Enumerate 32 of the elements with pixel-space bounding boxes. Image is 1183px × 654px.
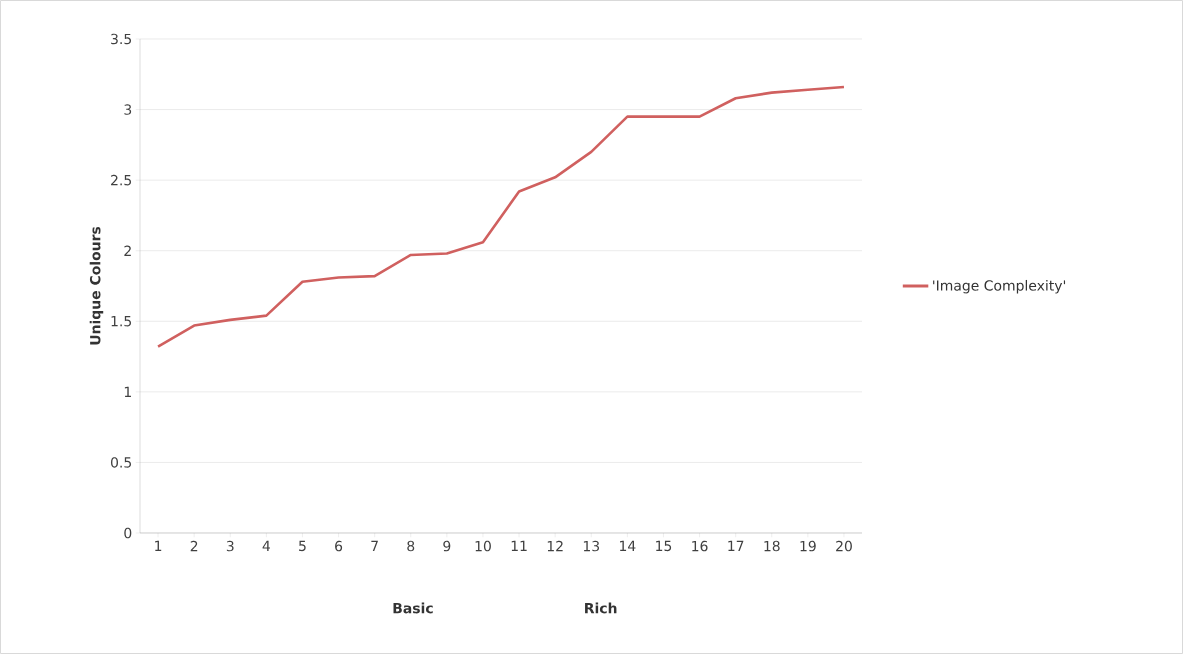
x-tick-label: 13 (583, 540, 600, 552)
x-tick-label: 11 (511, 540, 527, 551)
x-tick-label: 4 (262, 540, 271, 551)
x-tick-label: 6 (335, 540, 343, 552)
x-tick-label: 16 (692, 540, 708, 552)
y-tick-label: 1 (124, 386, 131, 397)
x-tick-label: 15 (656, 540, 672, 552)
y-tick-label: 1.5 (111, 316, 132, 327)
x-tick-label: 5 (299, 540, 306, 552)
x-tick-label: 20 (836, 540, 852, 552)
legend-label: 'Image Complexity' (933, 279, 1066, 294)
y-tick-label: 2.5 (111, 174, 132, 186)
y-axis-title: Unique Colours (89, 226, 104, 345)
y-tick-label: 0 (124, 527, 132, 539)
x-tick-label: 2 (190, 540, 198, 552)
x-tick-label: 3 (226, 540, 234, 552)
x-tick-label: 1 (155, 540, 162, 551)
y-tick-label: 2 (124, 245, 131, 256)
x-tick-label: 8 (407, 540, 415, 552)
x-tick-label: 14 (620, 540, 636, 551)
y-tick-label: 0.5 (110, 457, 132, 468)
y-tick-label: 3.5 (111, 33, 132, 45)
x-tick-label: 9 (443, 540, 451, 552)
y-tick-label: 3 (124, 104, 132, 115)
x-tick-label: 18 (764, 540, 780, 552)
text: Basic (393, 602, 433, 614)
text: Rich (585, 602, 617, 614)
x-tick-label: 7 (371, 540, 378, 551)
x-tick-label: 19 (800, 540, 816, 552)
x-tick-label: 12 (547, 540, 563, 552)
x-tick-label: 10 (475, 540, 491, 552)
x-tick-label: 17 (728, 540, 744, 551)
